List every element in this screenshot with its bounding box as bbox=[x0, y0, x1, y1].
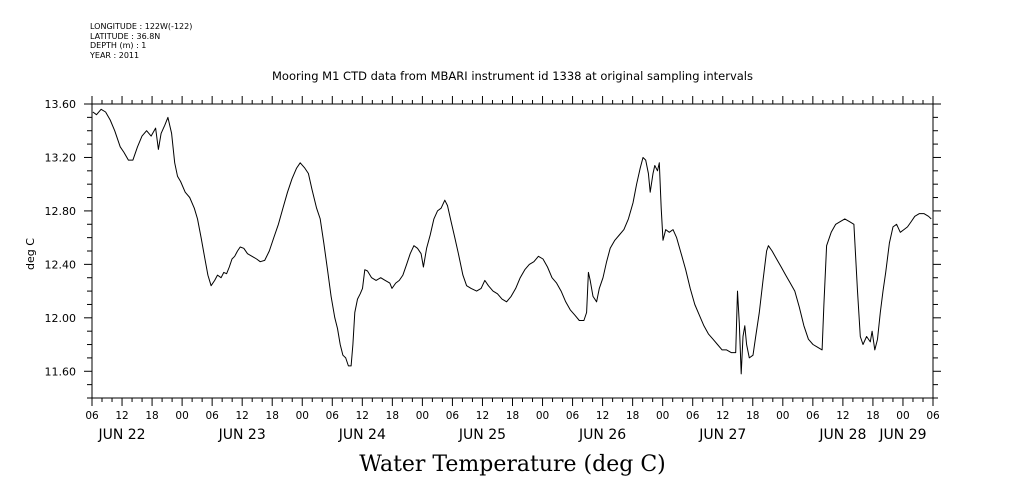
y-tick-label: 12.00 bbox=[45, 312, 77, 325]
y-tick-label: 12.40 bbox=[45, 258, 77, 271]
latitude-text: LATITUDE : 36.8N bbox=[90, 31, 161, 41]
x-hour-label: 06 bbox=[85, 410, 99, 422]
temperature-series-line bbox=[92, 108, 932, 375]
x-hour-label: 00 bbox=[656, 410, 669, 422]
x-date-label: JUN 26 bbox=[578, 427, 626, 443]
x-date-label: JUN 24 bbox=[338, 427, 386, 443]
x-hour-label: 18 bbox=[626, 410, 639, 422]
x-hour-label: 00 bbox=[536, 410, 549, 422]
label-layer: 11.60 12.00 12.40 12.80 13.20 13.60 deg C 06 12 1… bbox=[24, 98, 940, 443]
axis-layer bbox=[84, 96, 941, 406]
x-date-label: JUN 29 bbox=[878, 427, 926, 443]
x-hour-label: 18 bbox=[866, 410, 879, 422]
bottom-label-wrap: Water Temperature (deg C) bbox=[0, 452, 1009, 477]
y-tick-label: 13.60 bbox=[45, 98, 77, 111]
x-hour-label: 12 bbox=[115, 410, 128, 422]
x-hour-label: 18 bbox=[506, 410, 519, 422]
x-hour-label: 12 bbox=[716, 410, 729, 422]
x-hour-label: 06 bbox=[205, 410, 219, 422]
x-hour-label: 06 bbox=[446, 410, 460, 422]
y-tick-label: 12.80 bbox=[45, 205, 77, 218]
x-hour-label: 06 bbox=[926, 410, 940, 422]
x-hour-label: 12 bbox=[476, 410, 489, 422]
x-date-label: JUN 22 bbox=[97, 427, 145, 443]
x-hour-label: 18 bbox=[746, 410, 759, 422]
y-tick-label: 11.60 bbox=[45, 365, 77, 378]
x-hour-label: 00 bbox=[896, 410, 909, 422]
longitude-text: LONGITUDE : 122W(-122) bbox=[90, 22, 193, 31]
x-hour-label: 12 bbox=[356, 410, 369, 422]
x-hour-label: 06 bbox=[566, 410, 580, 422]
x-hour-label: 06 bbox=[806, 410, 820, 422]
x-hour-label: 06 bbox=[686, 410, 700, 422]
y-tick-label: 13.20 bbox=[45, 151, 77, 164]
x-hour-label: 12 bbox=[836, 410, 849, 422]
y-axis-label: deg C bbox=[24, 238, 37, 270]
x-hour-label: 00 bbox=[296, 410, 309, 422]
x-date-label: JUN 25 bbox=[458, 427, 506, 443]
x-hour-label: 18 bbox=[386, 410, 399, 422]
x-date-label: JUN 27 bbox=[698, 427, 746, 443]
data-layer bbox=[92, 108, 932, 375]
x-date-label: JUN 23 bbox=[218, 427, 266, 443]
plot-frame bbox=[91, 103, 934, 399]
bottom-label: Water Temperature (deg C) bbox=[359, 452, 666, 477]
chart-title-wrap: Mooring M1 CTD data from MBARI instrumen… bbox=[0, 69, 1009, 83]
depth-text: DEPTH (m) : 1 bbox=[90, 41, 147, 51]
x-hour-label: 12 bbox=[596, 410, 609, 422]
year-text: YEAR : 2011 bbox=[90, 50, 140, 60]
x-hour-label: 00 bbox=[416, 410, 429, 422]
x-hour-label: 00 bbox=[175, 410, 188, 422]
chart-title: Mooring M1 CTD data from MBARI instrumen… bbox=[272, 69, 753, 83]
metadata-block: LONGITUDE : 122W(-122) LATITUDE : 36.8N … bbox=[90, 22, 192, 60]
x-hour-label: 12 bbox=[235, 410, 248, 422]
x-hour-label: 18 bbox=[266, 410, 279, 422]
x-hour-label: 00 bbox=[776, 410, 789, 422]
x-hour-label: 18 bbox=[145, 410, 158, 422]
x-date-label: JUN 28 bbox=[818, 427, 866, 443]
x-hour-label: 06 bbox=[326, 410, 340, 422]
